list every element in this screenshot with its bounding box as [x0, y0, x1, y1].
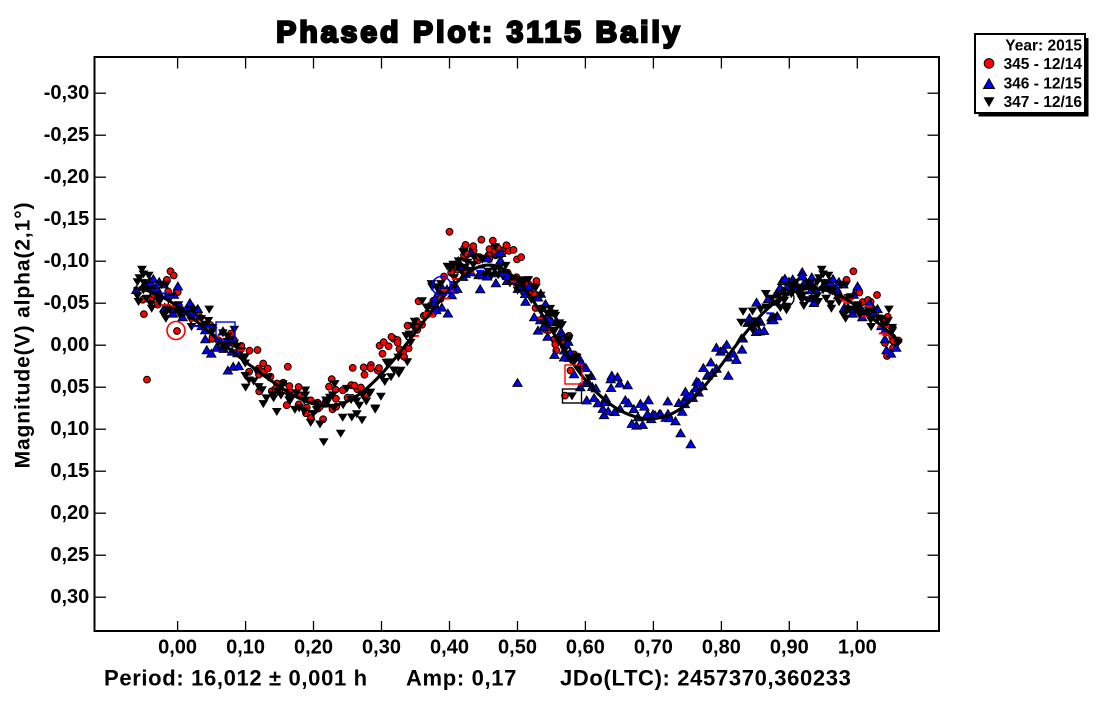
svg-text:Period: 16,012 ± 0,001 h: Period: 16,012 ± 0,001 h [104, 666, 368, 691]
svg-text:346 - 12/15: 346 - 12/15 [1004, 76, 1083, 93]
svg-text:0,00: 0,00 [50, 334, 89, 356]
svg-text:Phased Plot: 3115 Baily: Phased Plot: 3115 Baily [276, 16, 682, 49]
svg-text:0,30: 0,30 [362, 637, 401, 659]
svg-text:0,10: 0,10 [50, 418, 89, 440]
svg-text:Year: 2015: Year: 2015 [1005, 38, 1082, 55]
svg-text:0,80: 0,80 [702, 637, 741, 659]
svg-text:0,15: 0,15 [50, 460, 89, 482]
svg-text:0,00: 0,00 [158, 637, 197, 659]
svg-text:0,40: 0,40 [430, 637, 469, 659]
svg-text:Amp: 0,17: Amp: 0,17 [406, 666, 517, 691]
svg-text:JDo(LTC): 2457370,360233: JDo(LTC): 2457370,360233 [560, 666, 852, 691]
svg-text:0,90: 0,90 [770, 637, 809, 659]
svg-text:1,00: 1,00 [838, 637, 877, 659]
svg-text:0,60: 0,60 [566, 637, 605, 659]
svg-text:-0,05: -0,05 [44, 292, 90, 314]
svg-text:0,70: 0,70 [634, 637, 673, 659]
svg-text:-0,10: -0,10 [44, 250, 90, 272]
svg-text:0,05: 0,05 [50, 376, 89, 398]
svg-text:-0,20: -0,20 [44, 166, 90, 188]
svg-text:0,20: 0,20 [294, 637, 333, 659]
svg-text:-0,15: -0,15 [44, 208, 90, 230]
svg-text:0,30: 0,30 [50, 586, 89, 608]
svg-text:0,50: 0,50 [498, 637, 537, 659]
svg-text:Magnitude(V) alpha(2,1°): Magnitude(V) alpha(2,1°) [12, 202, 35, 469]
svg-text:0,25: 0,25 [50, 544, 89, 566]
svg-text:345 - 12/14: 345 - 12/14 [1004, 56, 1083, 73]
svg-text:0,20: 0,20 [50, 502, 89, 524]
svg-text:-0,30: -0,30 [44, 82, 90, 104]
svg-text:-0,25: -0,25 [44, 124, 90, 146]
svg-text:347 - 12/16: 347 - 12/16 [1004, 94, 1083, 111]
svg-text:0,10: 0,10 [226, 637, 265, 659]
